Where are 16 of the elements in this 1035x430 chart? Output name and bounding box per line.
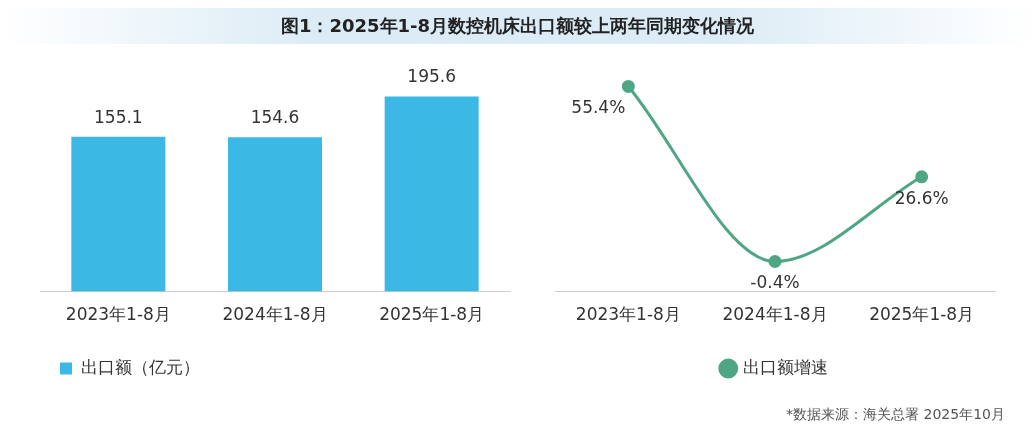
legend-label: 出口额增速 [742, 356, 828, 377]
x-tick-label: 2024年1-8月 [722, 304, 828, 325]
data-label: 26.6% [894, 187, 949, 208]
chart-title: 图1：2025年1-8月数控机床出口额较上两年同期变化情况 [0, 8, 1035, 44]
data-label: 155.1 [94, 106, 143, 127]
x-tick-label: 2024年1-8月 [222, 304, 328, 325]
x-tick-label: 2025年1-8月 [379, 304, 485, 325]
x-tick-label: 2023年1-8月 [575, 304, 681, 325]
data-label: 55.4% [571, 97, 626, 118]
legend-label: 出口额（亿元） [80, 356, 200, 377]
text: *数据来源：海关总署 2025年10月 [786, 406, 1005, 424]
data-label: 195.6 [407, 66, 456, 87]
x-tick-label: 2023年1-8月 [65, 304, 171, 325]
data-label: 154.6 [250, 107, 300, 128]
x-tick-label: 2025年1-8月 [869, 304, 975, 325]
data-label: -0.4% [750, 272, 800, 293]
